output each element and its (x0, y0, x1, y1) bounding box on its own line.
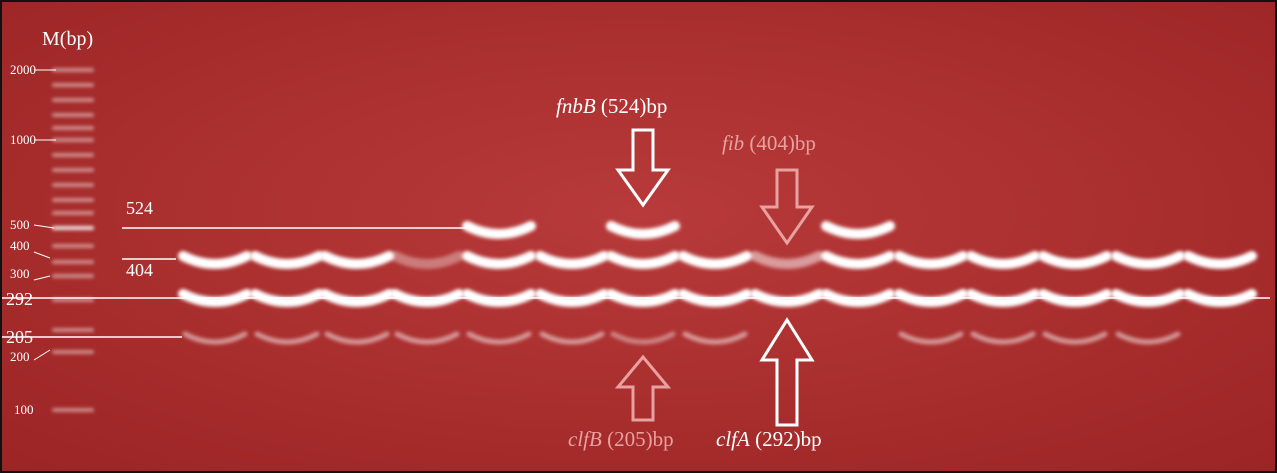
ladder-title: M(bp) (42, 28, 93, 50)
ladder-band (52, 83, 94, 87)
annotation: fnbB (524)bp (556, 94, 667, 118)
ladder-band (52, 350, 94, 354)
ladder-band (52, 260, 94, 264)
ladder-band (52, 126, 94, 130)
ladder-label: 400 (10, 238, 30, 253)
ladder-label: 200 (10, 349, 30, 364)
ladder-band (52, 274, 94, 278)
marker-label: 404 (126, 260, 153, 280)
ladder-band (52, 68, 94, 72)
ladder-band (52, 328, 94, 332)
gene-size: (292)bp (755, 427, 822, 451)
ladder-label: 500 (10, 217, 30, 232)
gene-name: clfB (568, 427, 602, 451)
ladder-band (52, 226, 94, 230)
gel-figure: M(bp) 2000 1000 500 400 300 200 100 524 … (0, 0, 1277, 473)
gene-size: (524)bp (601, 94, 668, 118)
gene-name: clfA (716, 427, 750, 451)
ladder-band (52, 153, 94, 157)
ladder-band (52, 168, 94, 172)
ladder-band (52, 211, 94, 215)
ladder-label: 300 (10, 266, 30, 281)
marker-label: 292 (6, 289, 33, 309)
ladder-band (52, 113, 94, 117)
marker-label: 524 (126, 198, 153, 218)
ladder-label: 1000 (10, 132, 36, 147)
annotation: clfB (205)bp (568, 427, 674, 451)
gene-name: fib (722, 131, 744, 155)
ladder-band (52, 198, 94, 202)
ladder-band (52, 408, 94, 412)
ladder-label: 2000 (10, 62, 36, 77)
annotation: fib (404)bp (722, 131, 816, 155)
ladder-band (52, 138, 94, 142)
ladder-band (52, 244, 94, 248)
ladder-label: 100 (14, 402, 34, 417)
ladder-band (52, 98, 94, 102)
gene-size: (404)bp (749, 131, 816, 155)
gene-size: (205)bp (607, 427, 674, 451)
ladder-band (52, 183, 94, 187)
gene-name: fnbB (556, 94, 596, 118)
annotation: clfA (292)bp (716, 427, 822, 451)
